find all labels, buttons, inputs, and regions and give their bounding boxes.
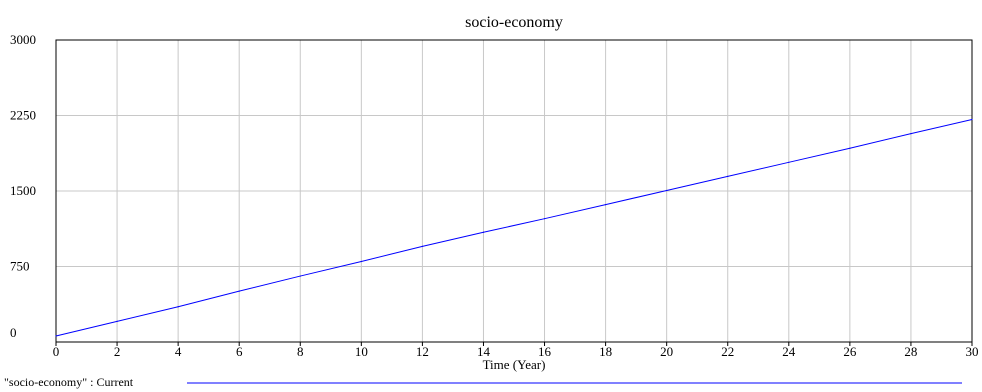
legend-label: "socio-economy" : Current <box>4 375 134 389</box>
data-point <box>360 260 362 263</box>
x-tick-label: 10 <box>355 344 368 359</box>
x-tick-label: 20 <box>660 344 673 359</box>
x-tick-label: 6 <box>236 344 243 359</box>
x-axis-label: Time (Year) <box>483 357 546 372</box>
series-layer <box>55 118 973 337</box>
x-tick-label: 16 <box>538 344 552 359</box>
data-point <box>543 218 546 220</box>
x-tick-label: 28 <box>904 344 917 359</box>
x-tick-label: 0 <box>53 344 60 359</box>
data-point <box>299 275 301 277</box>
x-tick-label: 18 <box>599 344 612 359</box>
x-tick-label: 26 <box>843 344 857 359</box>
data-point <box>482 231 485 233</box>
y-tick-label: 2250 <box>10 108 36 123</box>
data-point <box>55 335 57 337</box>
x-tick-label: 12 <box>416 344 429 359</box>
y-tick-label: 0 <box>10 325 17 340</box>
x-axis: 0 2 4 6 8 10 12 14 16 18 20 22 24 26 28 30 <box>53 342 979 359</box>
data-point <box>238 290 240 292</box>
x-tick-label: 14 <box>477 344 491 359</box>
legend: "socio-economy" : Current <box>4 375 962 389</box>
y-axis: 0 750 1500 2250 3000 <box>10 32 36 340</box>
grid <box>56 40 972 342</box>
y-tick-label: 750 <box>10 259 30 274</box>
data-point <box>421 245 423 247</box>
x-tick-label: 24 <box>782 344 796 359</box>
y-tick-label: 1500 <box>10 183 36 198</box>
data-point <box>177 306 179 308</box>
y-tick-label: 3000 <box>10 32 36 47</box>
data-point <box>116 320 118 322</box>
x-tick-label: 22 <box>721 344 734 359</box>
data-point <box>727 175 729 178</box>
data-point <box>605 203 607 206</box>
x-tick-label: 2 <box>114 344 121 359</box>
data-point <box>971 118 973 121</box>
data-point <box>849 147 851 149</box>
data-point <box>910 133 912 135</box>
x-tick-label: 30 <box>966 344 979 359</box>
data-point <box>788 161 790 163</box>
plot-frame <box>55 39 973 343</box>
series-line <box>55 119 973 337</box>
x-tick-label: 4 <box>175 344 182 359</box>
x-tick-label: 8 <box>297 344 304 359</box>
chart-title: socio-economy <box>465 14 563 31</box>
data-point <box>666 189 668 192</box>
